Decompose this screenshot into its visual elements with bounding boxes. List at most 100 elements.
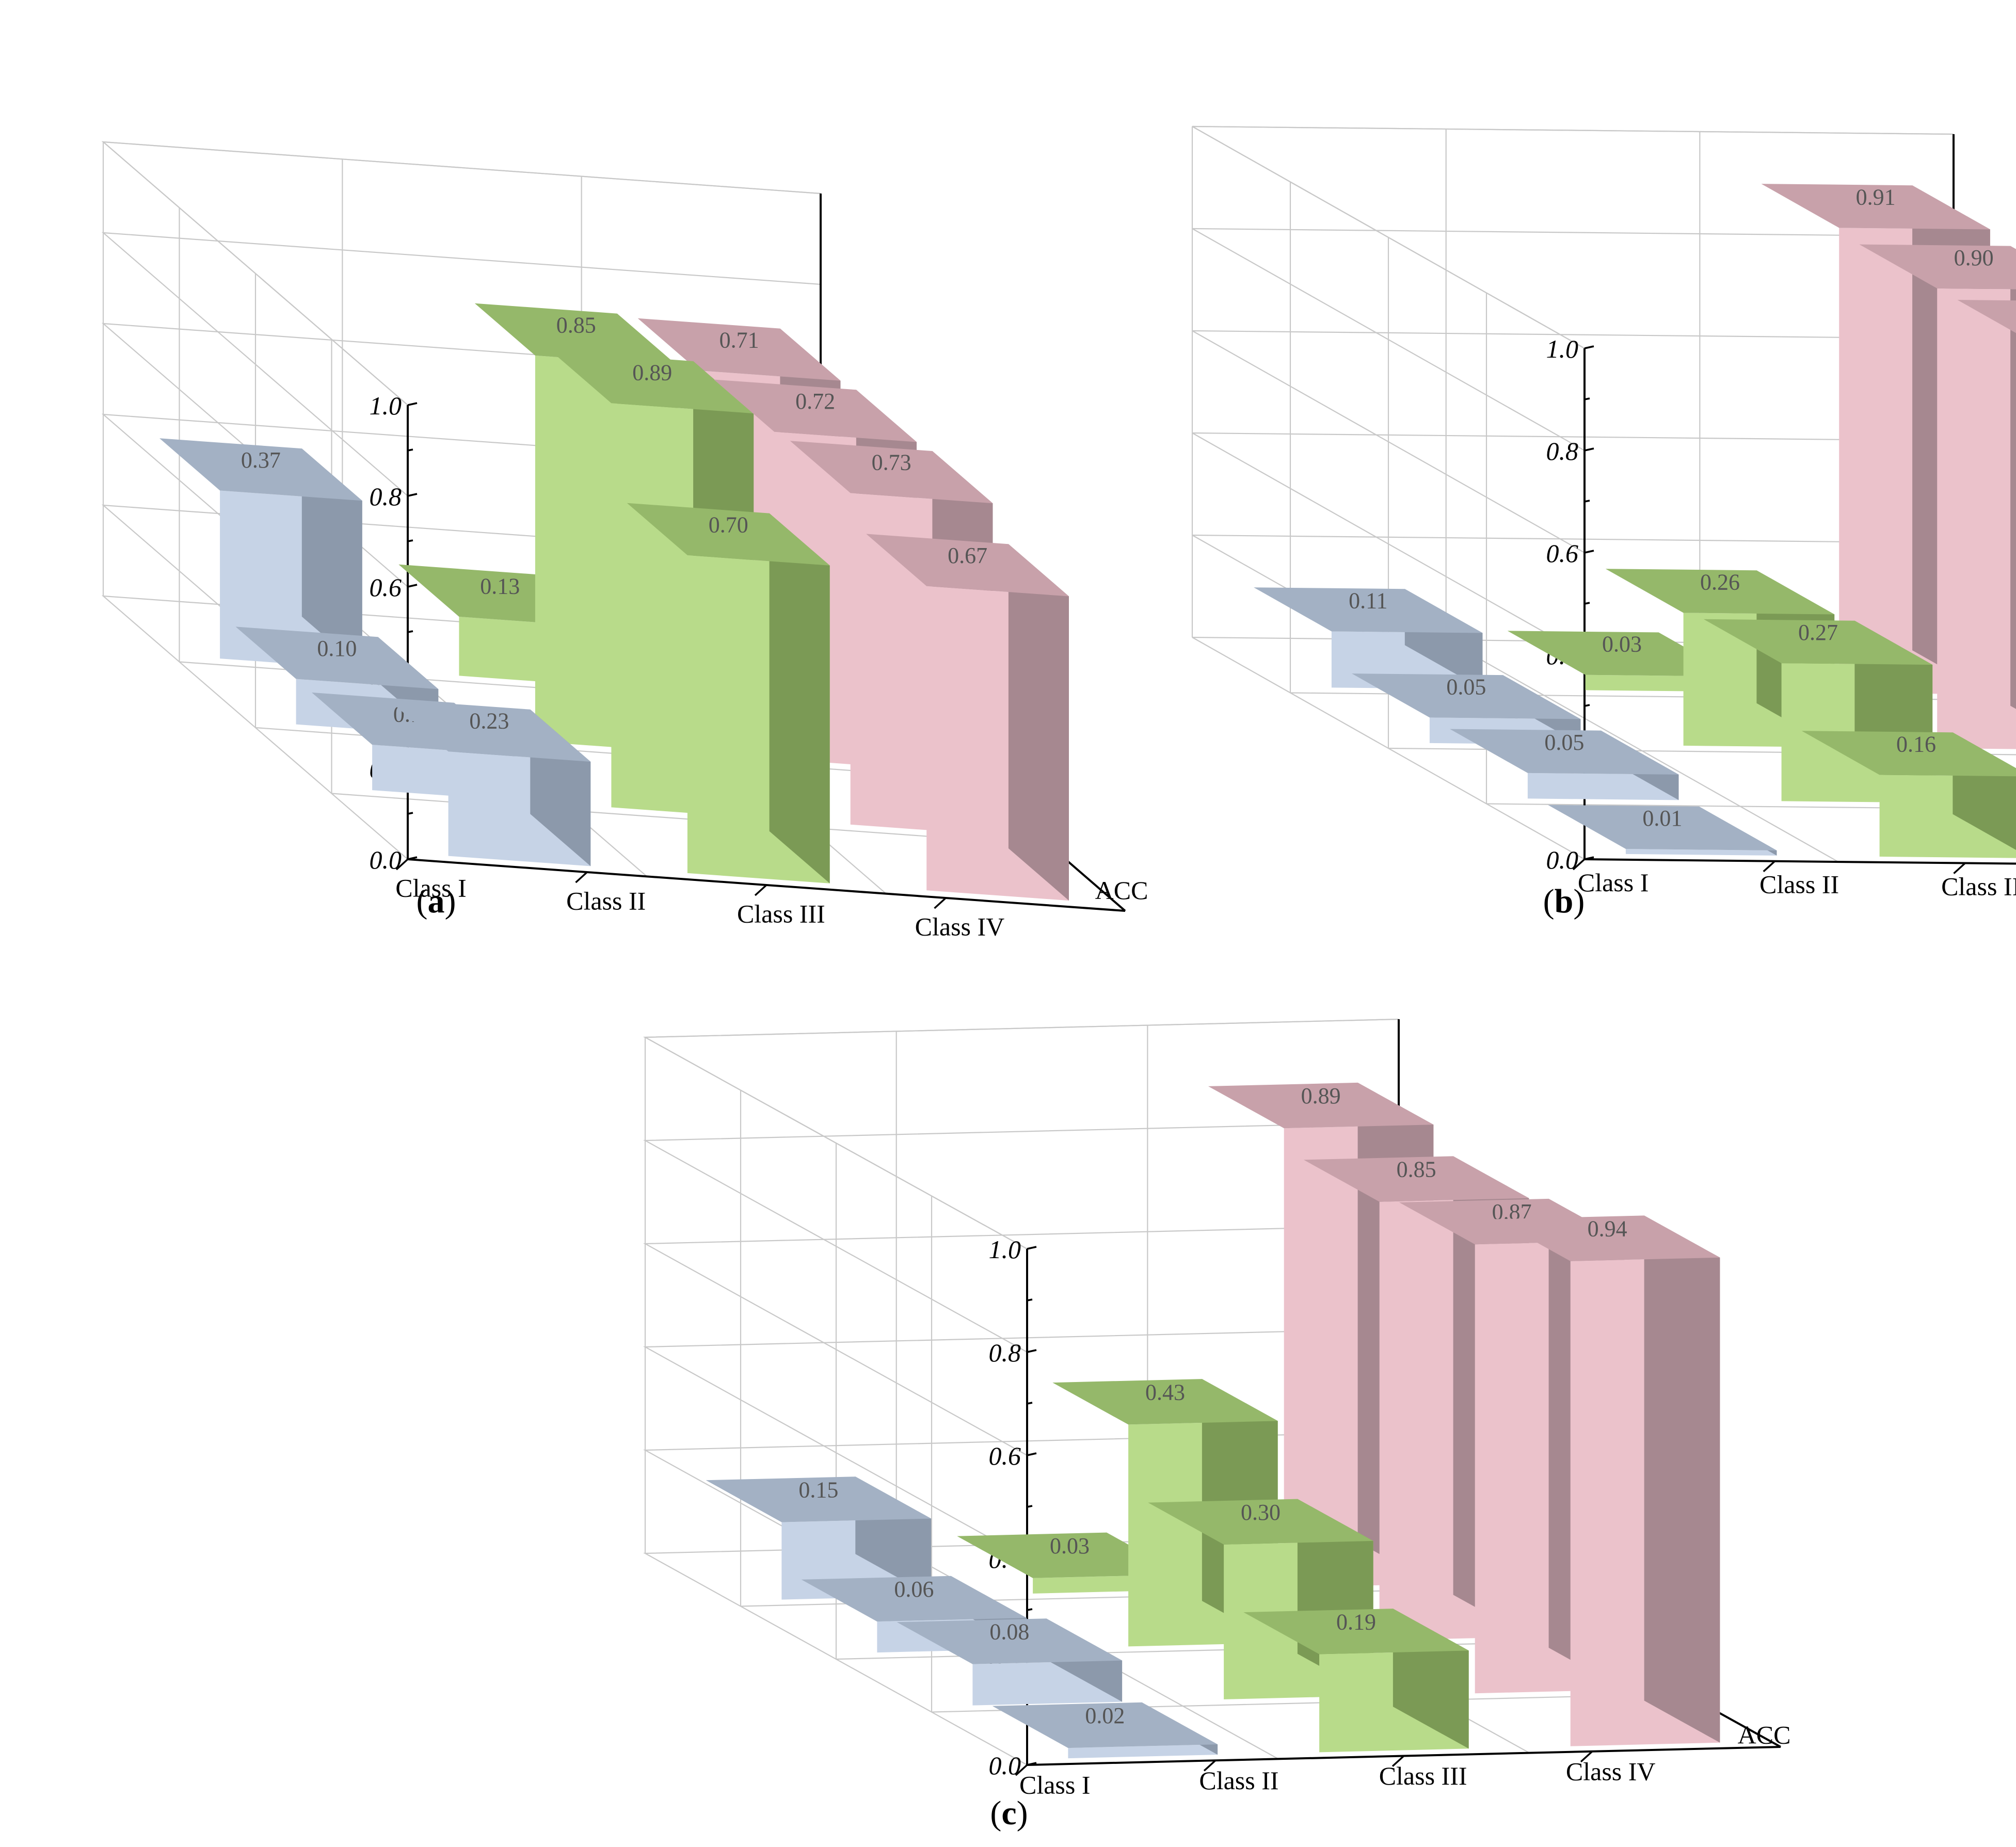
bar-value-label: 0.89 bbox=[632, 360, 672, 386]
bar-fpr-class-4: 0.23 bbox=[388, 699, 591, 866]
z-tick-label: 1.0 bbox=[1546, 334, 1579, 363]
bar-fpr-class-3: 0.08 bbox=[897, 1618, 1123, 1706]
z-tick bbox=[1584, 345, 1594, 349]
z-tick-label: 0.0 bbox=[989, 1751, 1021, 1780]
bar-top-face bbox=[1761, 184, 1990, 230]
bar-fpr-class-3: 0.05 bbox=[1450, 729, 1679, 800]
z-tick bbox=[407, 856, 418, 860]
bar-value-label: 0.15 bbox=[798, 1477, 838, 1502]
panel-label: (a) bbox=[417, 882, 456, 920]
bar-top-face bbox=[801, 1576, 1027, 1622]
bar-top-face bbox=[1957, 300, 2016, 333]
class-tick bbox=[934, 897, 947, 909]
bar-value-label: 0.26 bbox=[1700, 569, 1740, 595]
bar-fnr-class-4: 0.16 bbox=[1801, 731, 2016, 858]
panel-label: (b) bbox=[1543, 882, 1585, 920]
metric-label: ACC bbox=[1095, 876, 1148, 905]
bar-fnr-class-4: 0.70 bbox=[627, 503, 830, 884]
bar-value-label: 0.05 bbox=[1544, 730, 1584, 755]
bar-acc-class-4: 0.94 bbox=[1494, 1215, 1720, 1746]
z-tick bbox=[1027, 1762, 1037, 1766]
z-minor-tick bbox=[1027, 1505, 1033, 1508]
bar-fpr-class-1: 0.37 bbox=[159, 438, 362, 669]
bar-value-label: 0.19 bbox=[1336, 1609, 1376, 1634]
bar-top-face bbox=[627, 503, 830, 566]
bars: 0.15 0.06 0.03 0.08 0.43 0.89 0.02 0.30 0.85 0.19… bbox=[706, 1082, 1720, 1759]
panel-label: (c) bbox=[990, 1794, 1028, 1832]
bar-top-face bbox=[1494, 1215, 1720, 1261]
bar-top-face bbox=[474, 303, 678, 366]
bar-value-label: 0.10 bbox=[317, 636, 357, 661]
class-tick bbox=[754, 884, 767, 896]
bar-top-face bbox=[1859, 244, 2016, 290]
bar-value-label: 0.11 bbox=[1349, 588, 1387, 613]
bar-side-face bbox=[769, 513, 830, 884]
class-label: Class II bbox=[1199, 1766, 1278, 1795]
bar-value-label: 0.73 bbox=[872, 450, 911, 475]
class-tick bbox=[1203, 1759, 1217, 1772]
bar-top-face bbox=[1052, 1379, 1278, 1425]
z-tick bbox=[1584, 550, 1594, 554]
class-label: Class III bbox=[737, 900, 825, 928]
z-minor-tick bbox=[1027, 1298, 1033, 1302]
bar-value-label: 0.08 bbox=[989, 1619, 1029, 1644]
bar-value-label: 0.03 bbox=[1602, 632, 1642, 657]
class-tick bbox=[1763, 860, 1775, 873]
z-tick bbox=[407, 402, 418, 406]
bar-value-label: 0.02 bbox=[1085, 1703, 1125, 1728]
bar-value-label: 0.30 bbox=[1241, 1500, 1281, 1525]
bar-top-face bbox=[159, 438, 362, 501]
bar-fpr-class-4: 0.02 bbox=[992, 1702, 1218, 1759]
z-minor-tick bbox=[1584, 602, 1590, 605]
bar-top-face bbox=[1243, 1609, 1469, 1655]
z-tick bbox=[1027, 1246, 1037, 1250]
bar-value-label: 0.03 bbox=[1050, 1533, 1090, 1559]
bar-value-label: 0.85 bbox=[1397, 1157, 1436, 1182]
bar-value-label: 0.91 bbox=[1856, 184, 1896, 210]
bar-value-label: 0.89 bbox=[1301, 1083, 1341, 1109]
bar-acc-class-4: 0.67 bbox=[866, 534, 1069, 901]
bar-top-face bbox=[992, 1702, 1218, 1748]
bar-acc-class-2: 0.90 bbox=[1859, 244, 2016, 749]
bar-top-face bbox=[1303, 1156, 1529, 1202]
class-tick bbox=[575, 871, 588, 884]
class-label: Class IV bbox=[1566, 1757, 1656, 1786]
class-label: Class IV bbox=[915, 912, 1005, 941]
bar-top-face bbox=[706, 1476, 932, 1522]
bar-front-face bbox=[1937, 288, 2016, 749]
class-label: Class II bbox=[566, 887, 646, 916]
bar-top-face bbox=[551, 351, 754, 414]
bar-value-label: 0.37 bbox=[241, 447, 281, 473]
bar-value-label: 0.71 bbox=[719, 327, 759, 352]
class-tick bbox=[1572, 858, 1586, 871]
bar-top-face bbox=[1801, 731, 2016, 777]
bar-value-label: 0.43 bbox=[1145, 1379, 1185, 1405]
class-axis bbox=[1584, 858, 2016, 865]
bar-value-label: 0.23 bbox=[469, 709, 509, 734]
bar-value-label: 0.72 bbox=[795, 389, 835, 414]
z-tick bbox=[407, 584, 418, 588]
z-tick-label: 0.8 bbox=[1546, 437, 1579, 465]
bar-top-face bbox=[1703, 619, 1933, 665]
class-tick bbox=[1015, 1764, 1028, 1776]
bar-top-face bbox=[1548, 805, 1777, 850]
class-label: Class III bbox=[1941, 872, 2016, 901]
z-tick-label: 0.8 bbox=[370, 482, 402, 511]
z-tick bbox=[407, 493, 418, 497]
z-tick-label: 0.0 bbox=[370, 845, 402, 874]
z-tick-labels: 0.00.20.40.60.81.0 bbox=[370, 391, 418, 874]
z-tick-label: 0.8 bbox=[989, 1338, 1021, 1367]
z-tick-label: 0.6 bbox=[1546, 539, 1579, 568]
z-tick-label: 0.0 bbox=[1546, 845, 1579, 874]
z-tick-label: 0.6 bbox=[370, 573, 402, 602]
z-minor-tick bbox=[407, 630, 413, 633]
bar-value-label: 0.70 bbox=[709, 512, 748, 537]
bar-fpr-class-4: 0.01 bbox=[1548, 805, 1777, 856]
bar-top-face bbox=[790, 441, 993, 504]
bar-value-label: 0.27 bbox=[1798, 620, 1838, 645]
class-label: Class II bbox=[1759, 870, 1839, 899]
bar-side-face bbox=[1008, 544, 1069, 901]
